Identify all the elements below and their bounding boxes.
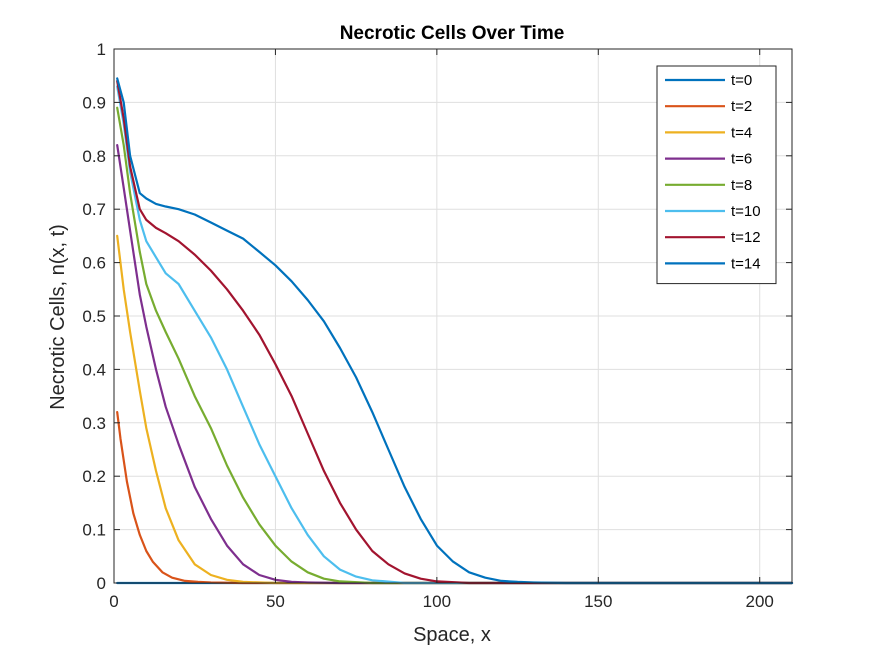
y-tick-label: 0.5 (82, 307, 106, 326)
x-tick-label: 100 (423, 592, 451, 611)
series-line-t-10 (116, 85, 794, 585)
series-line-t-6 (116, 144, 794, 585)
x-tick-label: 50 (266, 592, 285, 611)
y-tick-label: 0.9 (82, 93, 106, 112)
series-line-t-12 (116, 79, 794, 585)
legend-label: t=8 (731, 177, 752, 194)
series-line-t-14 (116, 77, 794, 585)
x-tick-label: 150 (584, 592, 612, 611)
y-axis-label: Necrotic Cells, n(x, t) (47, 224, 69, 410)
y-tick-label: 0.1 (82, 521, 106, 540)
legend-label: t=4 (731, 124, 752, 141)
series-line-t-8 (116, 106, 794, 585)
legend-label: t=14 (731, 255, 761, 272)
x-tick-label: 0 (109, 592, 118, 611)
legend-label: t=6 (731, 151, 752, 168)
legend-label: t=10 (731, 203, 761, 220)
y-tick-label: 1 (97, 40, 106, 59)
y-tick-label: 0.8 (82, 147, 106, 166)
series-line-t-4 (116, 234, 794, 585)
ticks: 0 50 100 150 200 0 0.1 0.2 0.3 0.4 0.5 0.6 0.7 0.8 0.9… (82, 40, 792, 611)
chart-title: Necrotic Cells Over Time (340, 23, 565, 44)
y-tick-label: 0.3 (82, 414, 106, 433)
legend-box (656, 65, 777, 285)
y-tick-label: 0.6 (82, 254, 106, 273)
y-tick-label: 0.2 (82, 467, 106, 486)
x-axis-label: Space, x (413, 624, 491, 646)
x-tick-label: 200 (746, 592, 774, 611)
y-tick-label: 0 (97, 574, 106, 593)
y-tick-label: 0.7 (82, 200, 106, 219)
legend-label: t=0 (731, 72, 752, 89)
legend: t=0 t=2 t=4 t=6 t=8 t=10 t=12 t=14 (656, 65, 777, 285)
y-tick-label: 0.4 (82, 360, 106, 379)
legend-label: t=2 (731, 98, 752, 115)
series-line-t-2 (116, 411, 794, 585)
legend-label: t=12 (731, 229, 761, 246)
